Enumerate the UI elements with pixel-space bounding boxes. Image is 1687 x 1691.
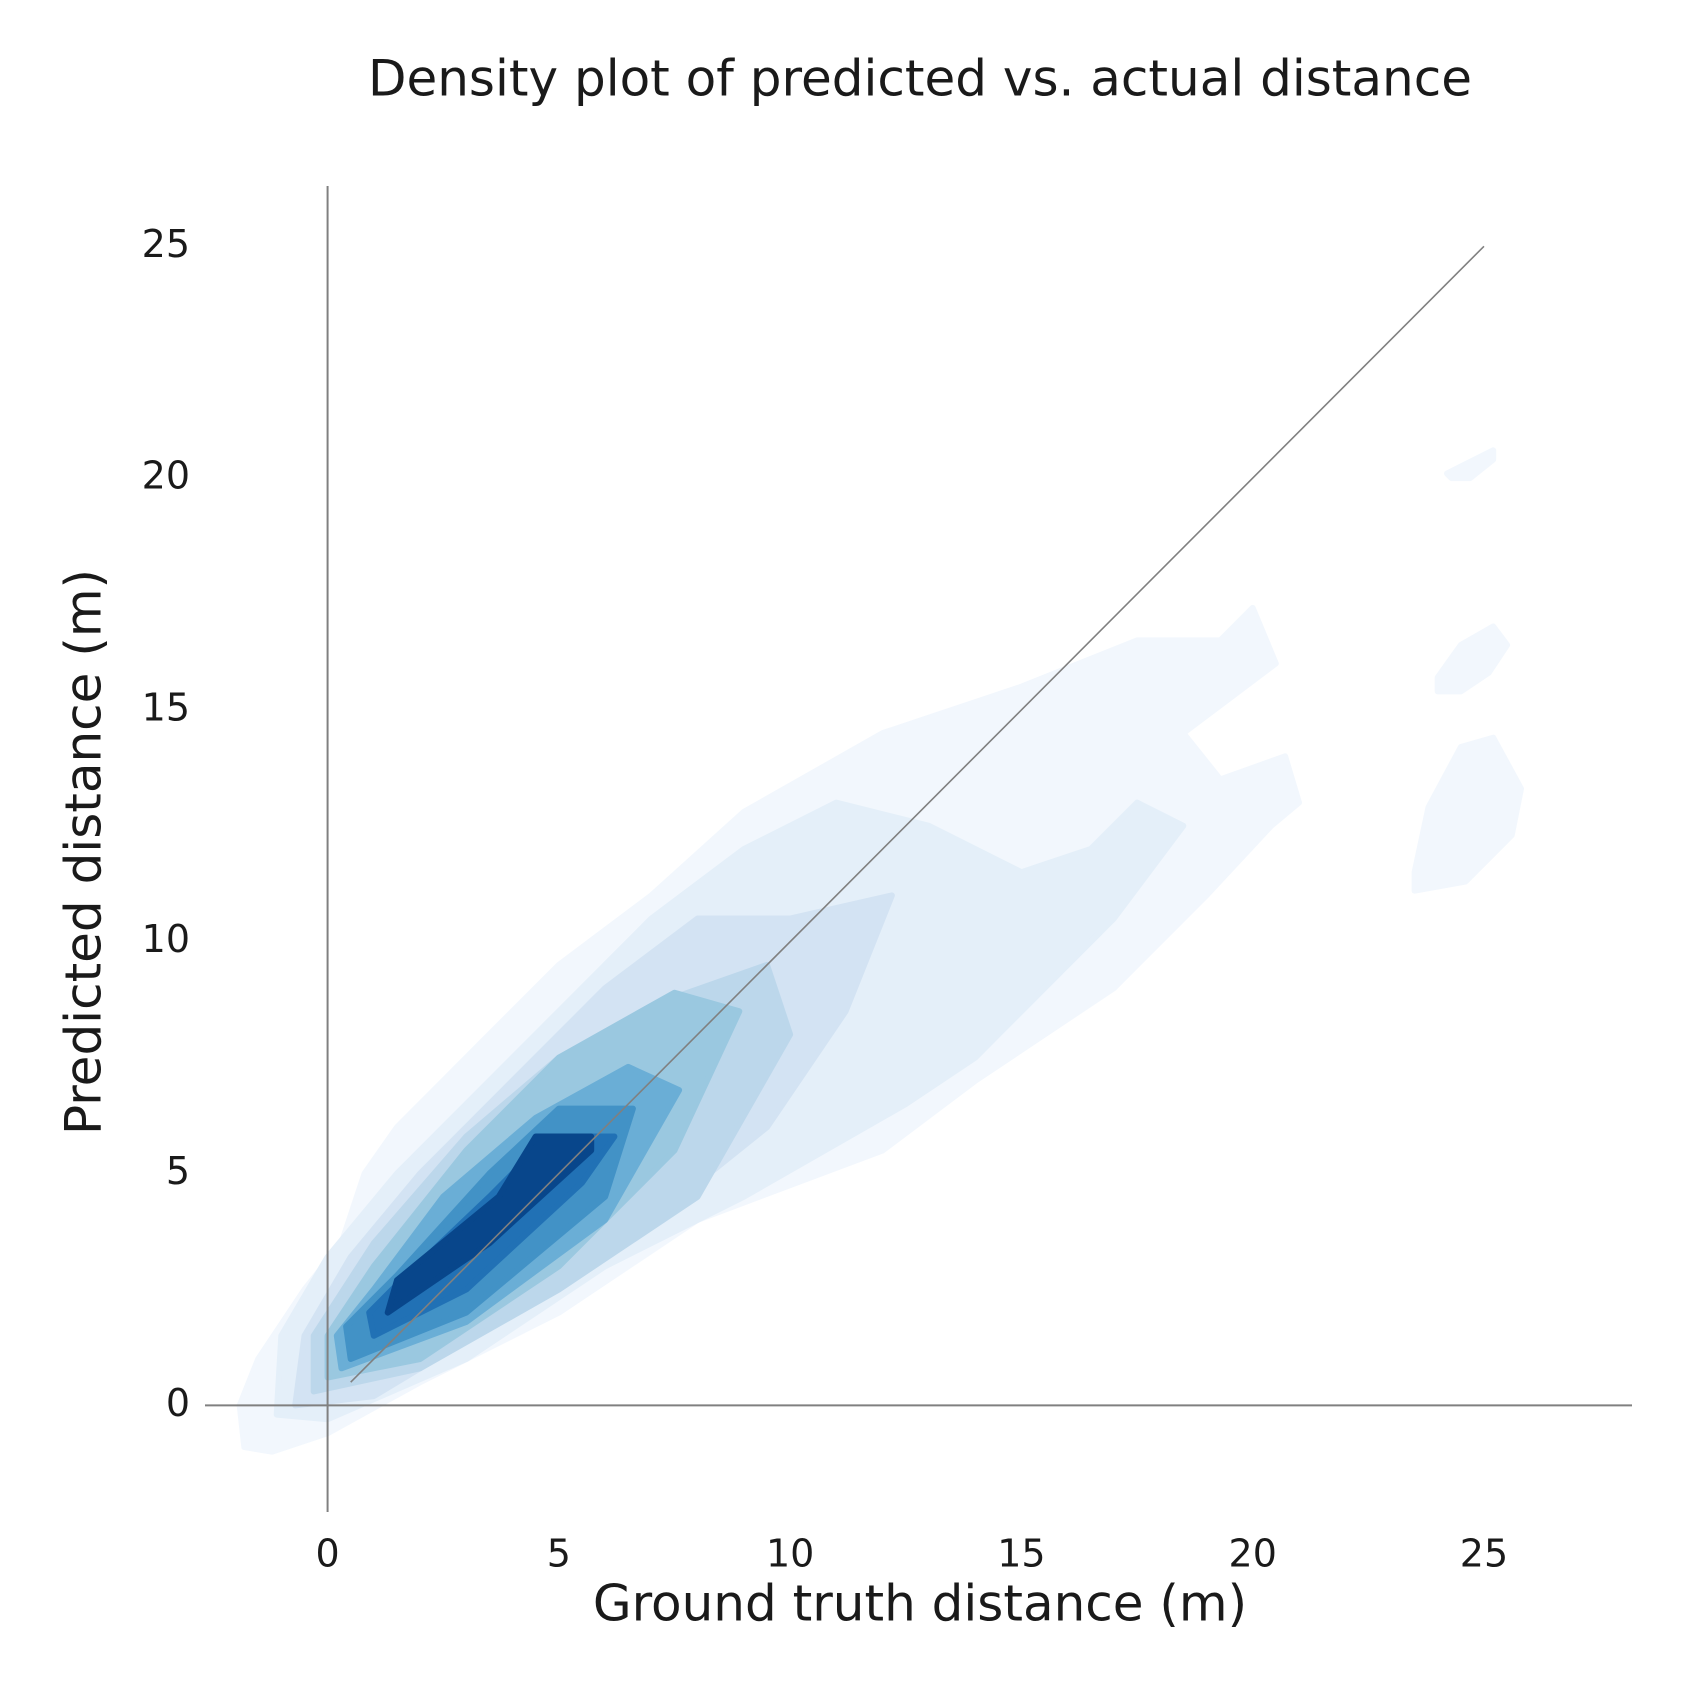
x-tick-label: 10: [766, 1532, 814, 1576]
x-tick-label: 0: [315, 1532, 339, 1576]
x-tick-label: 5: [547, 1532, 571, 1576]
x-tick-label: 15: [997, 1532, 1045, 1576]
plot-area: 0 5 10 15 20 25 0 5 10 15 20 25: [142, 186, 1632, 1576]
density-contour: [384, 1133, 595, 1316]
density-contour: [1411, 734, 1524, 894]
density-contour: [1444, 447, 1497, 482]
chart-title: Density plot of predicted vs. actual dis…: [368, 50, 1472, 108]
reference-line: [350, 245, 1485, 1383]
y-tick-label: 15: [142, 685, 190, 729]
y-tick-label: 20: [142, 454, 190, 498]
y-axis-label: Predicted distance (m): [55, 569, 113, 1135]
x-axis-label: Ground truth distance (m): [593, 1575, 1247, 1633]
x-tick-label: 20: [1229, 1532, 1277, 1576]
y-tick-label: 0: [166, 1381, 190, 1425]
y-tick-label: 25: [142, 222, 190, 266]
density-contour: [1434, 623, 1511, 695]
x-tick-label: 25: [1460, 1532, 1508, 1576]
y-tick-label: 10: [142, 917, 190, 961]
y-tick-label: 5: [166, 1149, 190, 1193]
